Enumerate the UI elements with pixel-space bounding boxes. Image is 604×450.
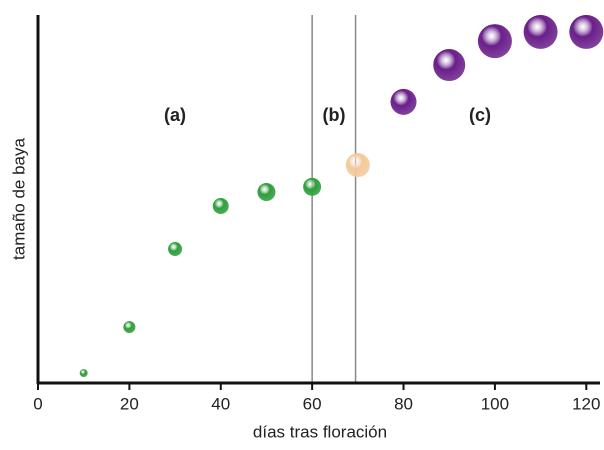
berry-point <box>523 14 558 49</box>
x-axis-label: días tras floración <box>253 422 387 441</box>
annotation: (a) <box>164 105 186 125</box>
berry-point <box>212 197 229 214</box>
berry-point <box>79 369 88 378</box>
annotation: (c) <box>469 105 491 125</box>
y-axis-label: tamaño de baya <box>9 137 28 259</box>
berry-point <box>303 177 322 196</box>
berry-point <box>569 14 604 49</box>
berry-point <box>390 88 417 115</box>
x-tick-label: 60 <box>303 394 322 413</box>
x-tick-label: 20 <box>120 394 139 413</box>
x-tick-label: 80 <box>394 394 413 413</box>
berry-point <box>168 242 183 257</box>
x-tick-label: 100 <box>481 394 509 413</box>
berry-point <box>433 49 466 82</box>
berry-point <box>477 24 512 59</box>
berry-point <box>345 153 370 178</box>
x-tick-label: 40 <box>211 394 230 413</box>
x-tick-label: 0 <box>33 394 42 413</box>
x-tick-label: 120 <box>572 394 600 413</box>
berry-point <box>123 321 136 334</box>
berry-point <box>257 183 276 202</box>
annotation: (b) <box>323 105 346 125</box>
